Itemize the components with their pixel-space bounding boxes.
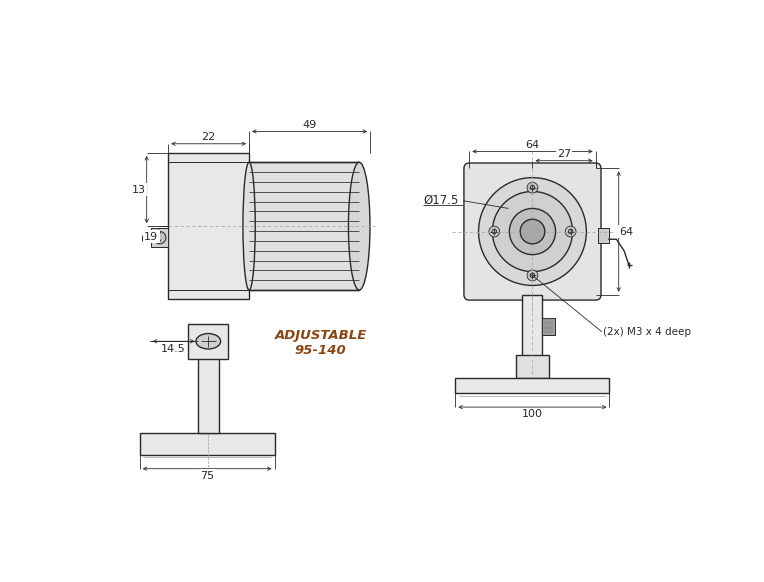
Bar — [151, 229, 168, 247]
Bar — [140, 433, 274, 455]
Text: 27: 27 — [557, 149, 571, 159]
Circle shape — [520, 219, 545, 244]
Bar — [542, 318, 555, 335]
Circle shape — [478, 178, 586, 285]
Bar — [168, 153, 249, 299]
Bar — [598, 228, 609, 243]
Text: 22: 22 — [202, 132, 215, 142]
Bar — [516, 355, 549, 378]
Circle shape — [530, 185, 535, 190]
Bar — [523, 294, 542, 370]
Circle shape — [154, 232, 166, 244]
Ellipse shape — [196, 333, 221, 349]
Circle shape — [527, 270, 538, 281]
Text: 14.5: 14.5 — [161, 344, 186, 354]
Text: 49: 49 — [303, 119, 316, 130]
Circle shape — [568, 229, 573, 234]
Circle shape — [510, 208, 555, 255]
Ellipse shape — [243, 162, 255, 290]
Circle shape — [530, 273, 535, 278]
Bar — [455, 378, 610, 393]
Text: 13: 13 — [132, 184, 146, 194]
Bar — [188, 324, 228, 359]
Ellipse shape — [348, 162, 370, 290]
Text: 64: 64 — [526, 140, 539, 150]
Text: 75: 75 — [200, 471, 214, 481]
Text: 64: 64 — [620, 226, 633, 236]
Circle shape — [492, 229, 497, 234]
Text: ADJUSTABLE
95-140: ADJUSTABLE 95-140 — [274, 329, 367, 357]
Circle shape — [489, 226, 500, 237]
Circle shape — [527, 182, 538, 193]
Circle shape — [493, 191, 572, 272]
Text: 19: 19 — [144, 232, 158, 242]
Text: 100: 100 — [522, 409, 543, 419]
Bar — [249, 162, 359, 290]
Text: (2x) M3 x 4 deep: (2x) M3 x 4 deep — [604, 327, 691, 336]
Text: Ø17.5: Ø17.5 — [423, 194, 458, 207]
FancyBboxPatch shape — [464, 163, 601, 300]
Bar — [198, 351, 219, 433]
Circle shape — [565, 226, 576, 237]
